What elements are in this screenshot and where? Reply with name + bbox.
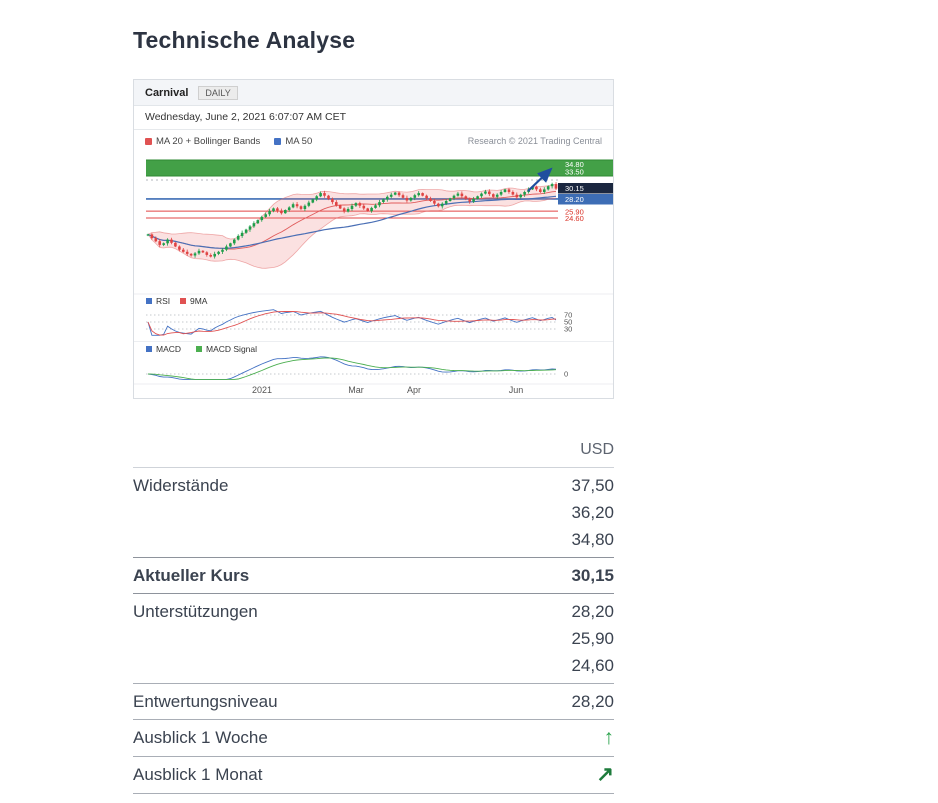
svg-text:33.50: 33.50	[565, 168, 584, 177]
instrument-name: Carnival	[145, 86, 189, 99]
table-row-supports: Unterstützungen 28,20 25,90 24,60	[133, 594, 614, 684]
legend-ma20: MA 20 + Bollinger Bands	[145, 136, 260, 147]
up-arrow-icon: ↑	[603, 726, 615, 749]
svg-text:30: 30	[564, 325, 572, 334]
svg-text:2021: 2021	[252, 385, 272, 395]
row-values: 28,20 25,90 24,60	[571, 598, 614, 679]
table-row-current-price: Aktueller Kurs 30,15	[133, 558, 614, 594]
page-title: Technische Analyse	[133, 27, 356, 53]
resistance-value: 34,80	[571, 530, 614, 549]
row-label: Widerstände	[133, 476, 229, 495]
legend-ma50-label: MA 50	[285, 135, 313, 147]
resistance-value: 36,20	[571, 503, 614, 522]
svg-text:Jun: Jun	[509, 385, 524, 395]
support-value: 24,60	[571, 656, 614, 675]
support-value: 28,20	[571, 602, 614, 621]
svg-text:25.90: 25.90	[565, 207, 584, 216]
ma50-swatch-icon	[274, 137, 282, 145]
svg-text:9MA: 9MA	[190, 296, 208, 306]
technical-analysis-section: Technische Analyse Carnival DAILY Wednes…	[133, 27, 614, 794]
svg-text:Mar: Mar	[348, 385, 364, 395]
support-value: 25,90	[571, 629, 614, 648]
svg-text:Apr: Apr	[407, 385, 421, 395]
invalidation-value: 28,20	[571, 692, 614, 711]
svg-text:70: 70	[564, 311, 572, 320]
svg-text:MACD: MACD	[156, 344, 181, 354]
row-label: Aktueller Kurs	[133, 566, 250, 585]
chart-card: Carnival DAILY Wednesday, June 2, 2021 6…	[133, 79, 614, 399]
legend-ma50: MA 50	[274, 136, 312, 147]
row-label: Unterstützungen	[133, 602, 258, 621]
table-row-outlook-week: Ausblick 1 Woche ↑	[133, 720, 614, 757]
svg-text:28.20: 28.20	[565, 195, 584, 204]
table-row-resistances: Widerstände 37,50 36,20 34,80	[133, 468, 614, 558]
row-label: Ausblick 1 Woche	[133, 728, 268, 747]
chart-legend: MA 20 + Bollinger Bands MA 50 Research ©…	[134, 130, 613, 152]
svg-text:24.60: 24.60	[565, 214, 584, 223]
row-values: 37,50 36,20 34,80	[571, 472, 614, 553]
svg-text:RSI: RSI	[156, 296, 170, 306]
row-label: Ausblick 1 Monat	[133, 765, 263, 784]
chart-timestamp: Wednesday, June 2, 2021 6:07:07 AM CET	[134, 106, 613, 130]
chart-header: Carnival DAILY	[134, 80, 613, 106]
currency-header: USD	[580, 441, 614, 458]
up-right-arrow-icon: ↗	[596, 763, 614, 786]
current-price-value: 30,15	[571, 566, 614, 585]
svg-text:34.80: 34.80	[565, 160, 584, 169]
table-header-row: USD	[133, 430, 614, 468]
svg-text:50: 50	[564, 318, 572, 327]
svg-text:MACD Signal: MACD Signal	[206, 344, 257, 354]
svg-text:0: 0	[564, 370, 568, 379]
resistance-value: 37,50	[571, 476, 614, 495]
research-credit: Research © 2021 Trading Central	[467, 136, 602, 146]
ma20-swatch-icon	[145, 137, 152, 145]
levels-table: USD Widerstände 37,50 36,20 34,80 Aktuel…	[133, 430, 614, 794]
table-row-invalidation-level: Entwertungsniveau 28,20	[133, 684, 614, 720]
row-label: Entwertungsniveau	[133, 692, 278, 711]
svg-text:30.15: 30.15	[565, 184, 584, 193]
interval-tab-daily[interactable]: DAILY	[198, 85, 238, 100]
legend-ma20-label: MA 20 + Bollinger Bands	[156, 135, 261, 147]
